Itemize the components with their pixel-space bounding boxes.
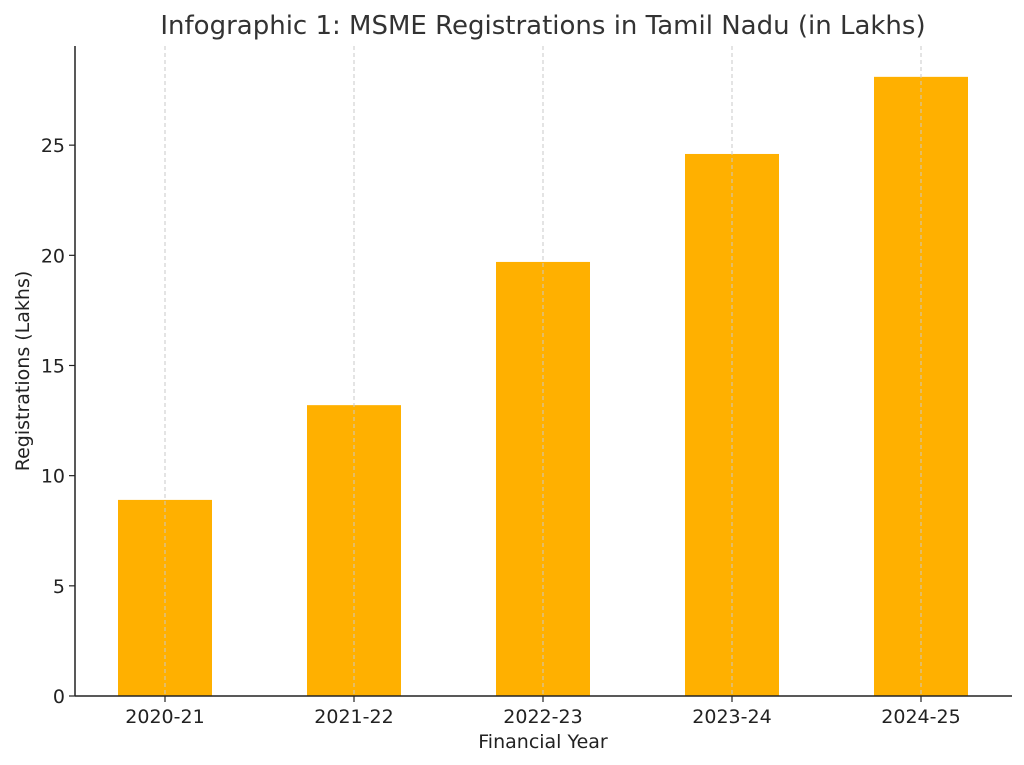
x-axis-label: Financial Year: [478, 731, 608, 753]
x-tick-label: 2022-23: [503, 706, 582, 728]
y-tick-label: 25: [41, 135, 65, 157]
x-tick-label: 2024-25: [881, 706, 960, 728]
y-tick-label: 5: [53, 576, 65, 598]
gridlines-overlay: [164, 46, 922, 696]
y-tick-label: 15: [41, 355, 65, 377]
x-tick-label: 2023-24: [692, 706, 771, 728]
y-tick-label: 0: [53, 686, 65, 708]
x-tick-label: 2021-22: [314, 706, 393, 728]
bar-2024-25: [874, 76, 968, 696]
bars: [118, 76, 968, 697]
y-tick-label: 10: [41, 466, 65, 488]
x-ticks: 2020-21 2021-22 2022-23 2023-24 2024-25: [125, 696, 961, 728]
chart-title: Infographic 1: MSME Registrations in Tam…: [160, 11, 925, 41]
y-ticks: 0 5 10 15 20 25: [41, 135, 75, 708]
x-tick-label: 2020-21: [125, 706, 204, 728]
y-axis-label: Registrations (Lakhs): [12, 271, 34, 472]
y-tick-label: 20: [41, 245, 65, 267]
